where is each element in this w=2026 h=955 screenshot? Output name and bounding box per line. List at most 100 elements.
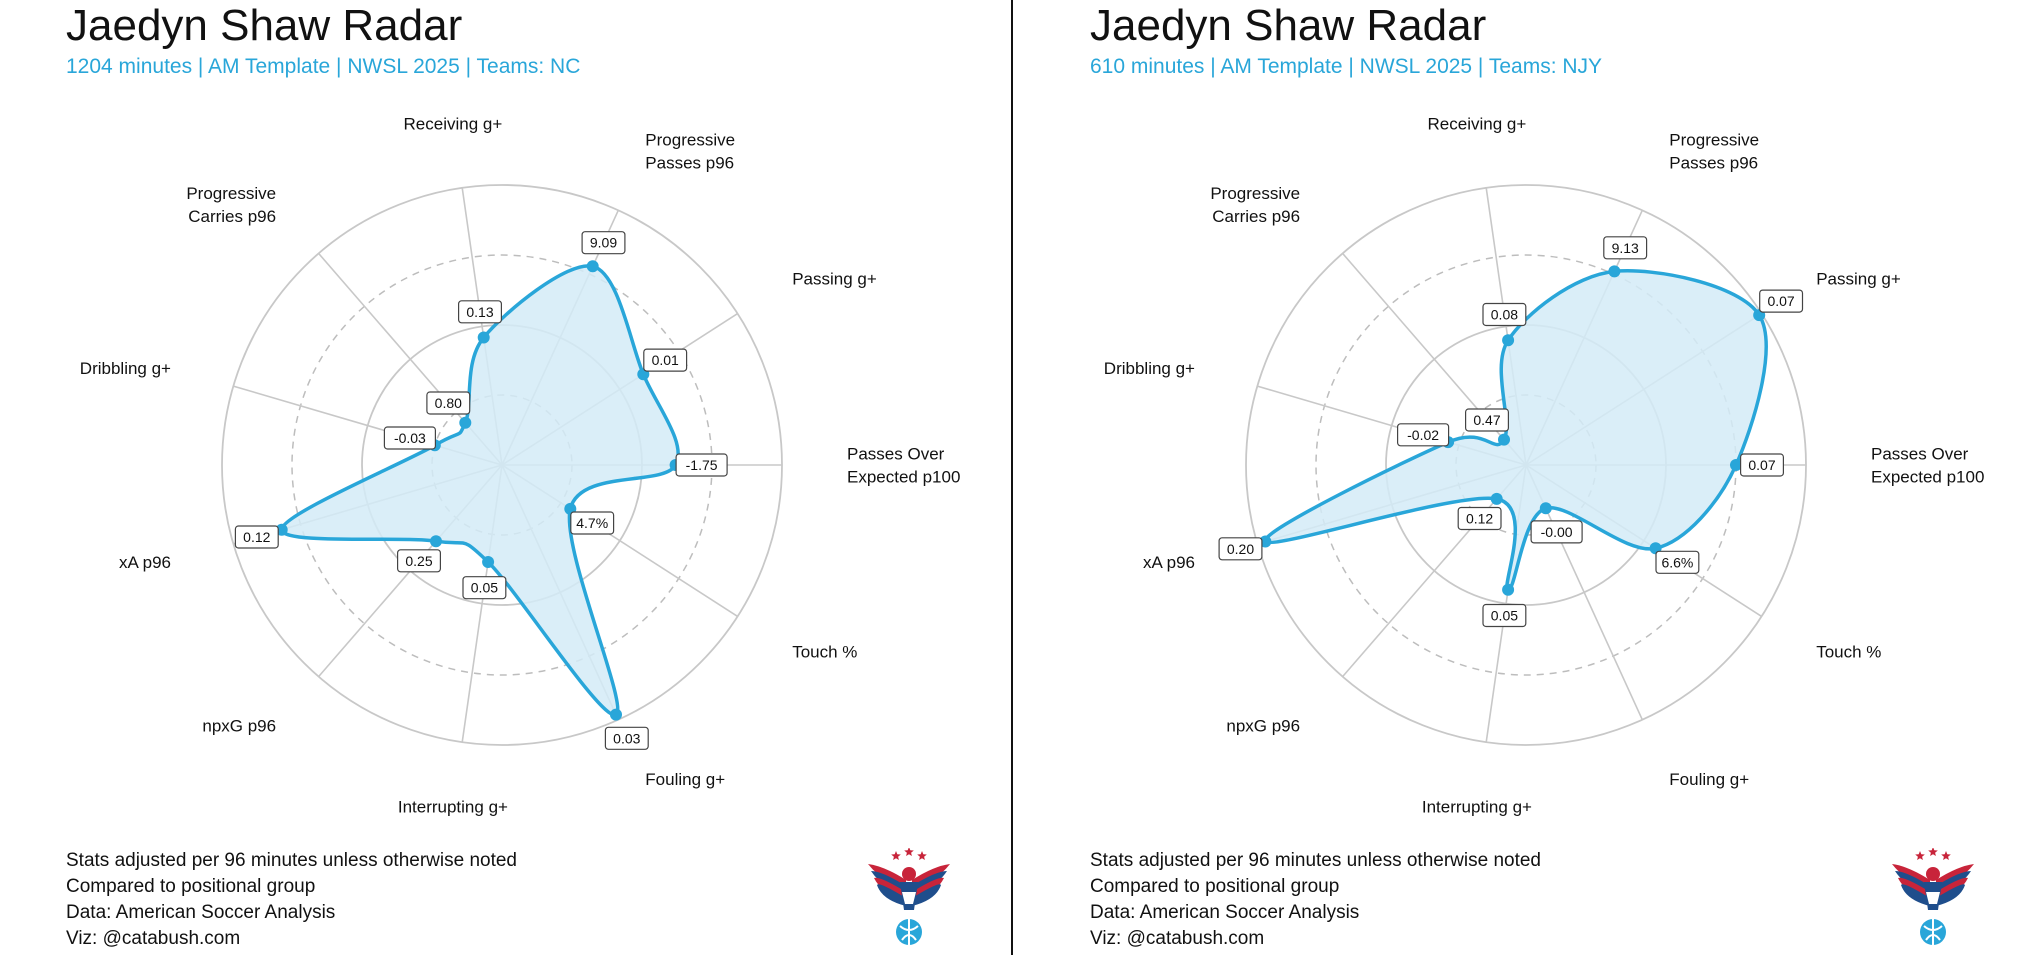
value-label-box — [458, 300, 503, 324]
value-label-box — [462, 576, 507, 600]
axis-label-line: Dribbling g+ — [80, 359, 171, 378]
footer-note: Stats adjusted per 96 minutes unless oth… — [66, 850, 517, 871]
value-label-text: 0.05 — [1491, 608, 1518, 624]
ball-lines-icon — [899, 919, 919, 945]
value-label: 0.08 — [1482, 302, 1527, 327]
axis-label: Fouling g+ — [1669, 770, 1749, 789]
footer-note: Stats adjusted per 96 minutes unless oth… — [1090, 850, 1541, 871]
radar-point — [1730, 459, 1742, 471]
value-label: 0.12 — [234, 525, 279, 549]
value-label-text: 4.7% — [576, 515, 608, 531]
axis-label-line: Touch % — [1816, 643, 1881, 662]
value-label: 0.25 — [397, 549, 442, 573]
axis-label: Receiving g+ — [1428, 115, 1527, 134]
axis-label: Passes Over Expected p100 — [1871, 445, 1984, 487]
value-label: 0.07 — [1759, 289, 1804, 313]
wing-icon — [912, 884, 941, 906]
chart-subtitle: 1204 minutes | AM Template | NWSL 2025 |… — [66, 55, 581, 78]
footer-note: Viz: @catabush.com — [66, 928, 241, 949]
footer-notes: Stats adjusted per 96 minutes unless oth… — [1090, 848, 1541, 952]
axis-label-line: xA p96 — [119, 553, 171, 572]
axis-label-line: Passes Over — [847, 445, 945, 464]
shield-icon — [1926, 892, 1940, 904]
value-label: 0.01 — [643, 348, 688, 372]
axis-label-line: Carries p96 — [188, 207, 276, 226]
value-label: 0.03 — [604, 726, 649, 750]
axis-label-line: npxG p96 — [202, 717, 276, 736]
axis-label-line: Interrupting g+ — [1422, 798, 1532, 817]
chart-subtitle: 610 minutes | AM Template | NWSL 2025 | … — [1090, 55, 1603, 78]
value-label-text: 0.25 — [405, 553, 432, 569]
value-label-box — [1457, 506, 1502, 531]
value-label: 9.13 — [1603, 236, 1648, 260]
axis-label: Dribbling g+ — [1104, 359, 1195, 378]
axis-label: Progressive Passes p96 — [645, 131, 735, 173]
axis-label-line: Touch % — [792, 643, 857, 662]
value-label-text: 0.07 — [1748, 457, 1775, 473]
star-icon — [917, 851, 927, 860]
axis-label-line: Fouling g+ — [1669, 770, 1749, 789]
chart-title: Jaedyn Shaw Radar — [66, 1, 463, 50]
footer-note: Data: American Soccer Analysis — [66, 902, 336, 923]
value-label-box — [234, 525, 279, 549]
ball-lines-icon — [1923, 919, 1943, 945]
axis-label: Dribbling g+ — [80, 359, 171, 378]
star-icon — [1928, 847, 1938, 856]
footer-note: Compared to positional group — [66, 876, 316, 897]
axis-label-line: Receiving g+ — [404, 115, 503, 134]
value-label-text: -1.75 — [686, 457, 718, 473]
value-label-text: 0.47 — [1473, 412, 1500, 428]
axis-label: Fouling g+ — [645, 770, 725, 789]
value-label-text: 0.12 — [1466, 511, 1493, 527]
axis-label: npxG p96 — [202, 717, 276, 736]
eagle-soccer-logo — [866, 847, 952, 948]
radar-point — [1502, 334, 1515, 347]
axis-label: xA p96 — [119, 553, 171, 572]
axis-label: Interrupting g+ — [1422, 798, 1532, 817]
value-label-box — [1218, 537, 1263, 561]
value-label: -0.03 — [383, 426, 436, 450]
value-label: 0.12 — [1457, 506, 1502, 531]
eagle-head-icon — [902, 867, 916, 881]
value-label-box — [426, 391, 471, 415]
footer-notes: Stats adjusted per 96 minutes unless oth… — [66, 848, 517, 952]
eagle-soccer-icon — [868, 847, 950, 945]
radar-point — [1539, 502, 1552, 515]
axis-label: Progressive Carries p96 — [1210, 184, 1300, 226]
wing-icon — [1936, 884, 1965, 906]
value-label-box — [1655, 550, 1700, 574]
radar-point — [1608, 265, 1621, 278]
value-label-text: 0.01 — [652, 352, 679, 368]
wing-icon — [877, 884, 906, 906]
axis-label: xA p96 — [1143, 553, 1195, 572]
footer-note: Viz: @catabush.com — [1090, 928, 1265, 949]
value-label: 0.47 — [1465, 408, 1510, 432]
value-label-text: 0.07 — [1767, 293, 1794, 309]
axis-label-line: Carries p96 — [1212, 207, 1300, 226]
radar-point — [430, 535, 442, 548]
axis-label-line: Passes p96 — [645, 154, 734, 173]
axis-label-line: Expected p100 — [1871, 468, 1984, 487]
axis-label: Touch % — [792, 643, 857, 662]
panel-divider — [1011, 0, 1013, 955]
value-label: -0.02 — [1397, 423, 1450, 447]
radar-point — [586, 260, 599, 273]
value-label: 0.07 — [1739, 453, 1784, 477]
radar-point — [610, 708, 622, 721]
value-label-box — [675, 453, 728, 477]
radar-point — [459, 416, 472, 429]
axis-label-line: Fouling g+ — [645, 770, 725, 789]
value-label-text: 6.6% — [1661, 554, 1693, 570]
value-label: 0.13 — [458, 300, 503, 324]
value-label: 9.09 — [581, 231, 626, 255]
axis-label-line: npxG p96 — [1226, 717, 1300, 736]
axis-label-line: Progressive — [1669, 131, 1759, 150]
value-label-box — [1530, 520, 1583, 544]
value-label: 0.20 — [1218, 537, 1263, 561]
eagle-head-icon — [1926, 867, 1940, 881]
wing-icon — [1901, 884, 1930, 906]
eagle-soccer-icon — [1892, 847, 1974, 945]
value-label-text: 0.12 — [243, 529, 270, 545]
star-icon — [1941, 851, 1951, 860]
axis-label-line: Interrupting g+ — [398, 798, 508, 817]
